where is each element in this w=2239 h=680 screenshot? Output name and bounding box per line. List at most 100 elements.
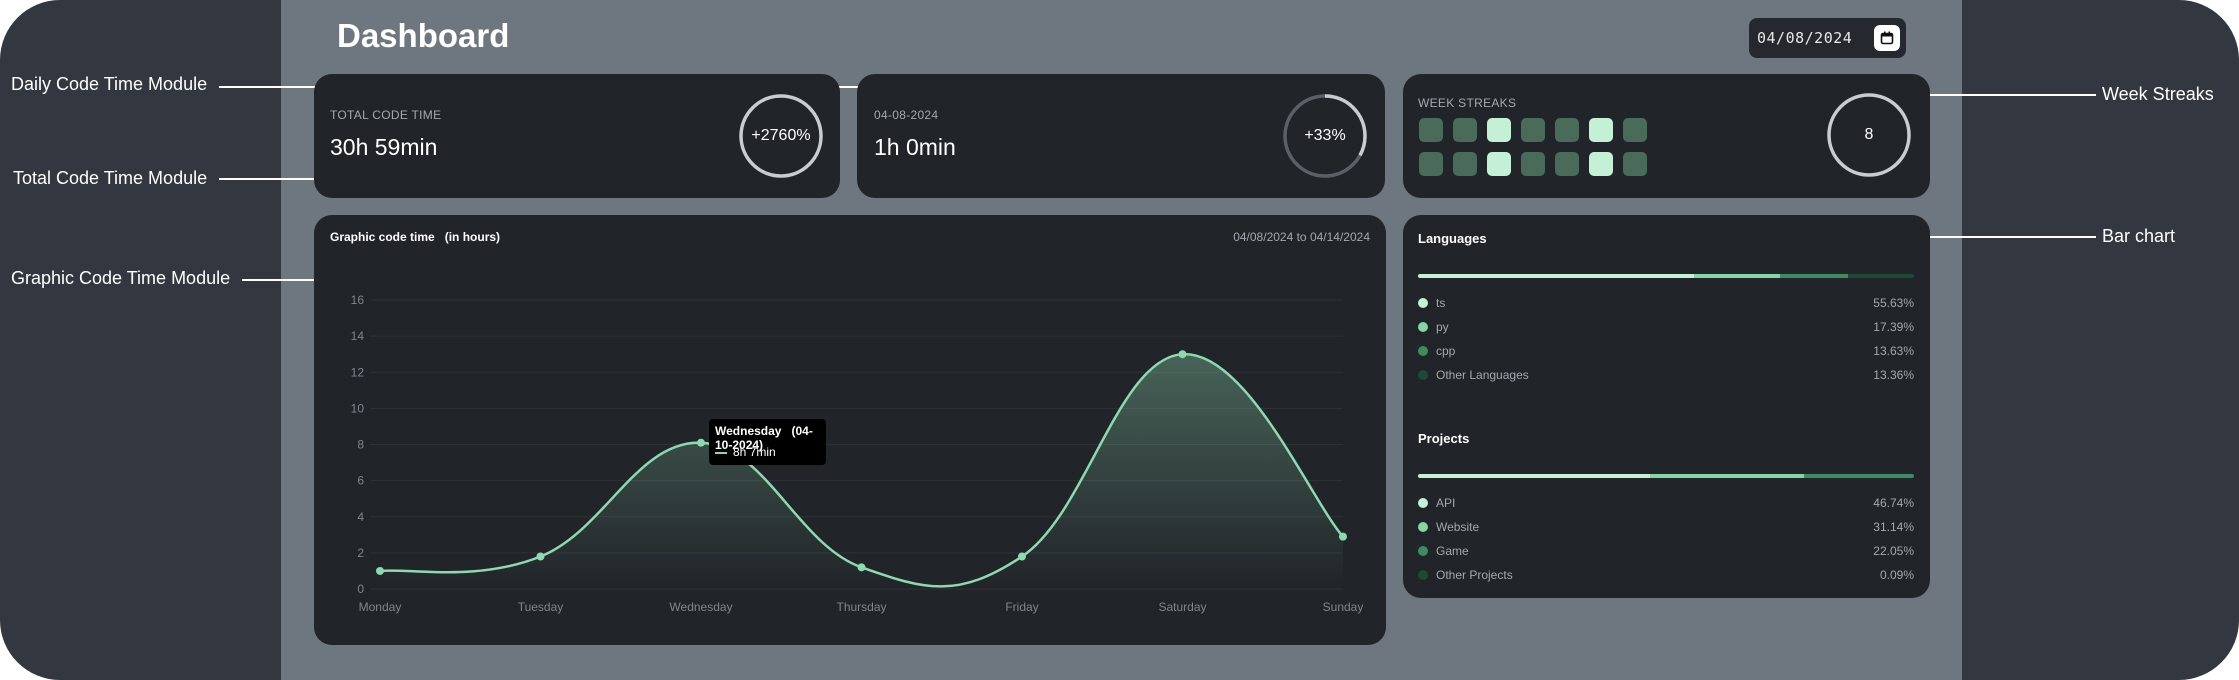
- language-legend-name: py: [1436, 320, 1449, 334]
- project-legend-name: Game: [1436, 544, 1469, 558]
- date-picker[interactable]: 04/08/2024: [1749, 18, 1906, 58]
- language-legend-percent: 13.36%: [1873, 368, 1914, 382]
- language-bar-segment: [1847, 274, 1914, 278]
- language-bar-segment: [1780, 274, 1848, 278]
- annotation-bar: Bar chart: [2102, 226, 2176, 246]
- streak-count-ring: 8: [1826, 92, 1912, 178]
- x-tick-label: Tuesday: [518, 600, 564, 614]
- language-bar-segment: [1693, 274, 1781, 278]
- date-value[interactable]: 04/08/2024: [1757, 29, 1853, 47]
- project-legend-dot: [1418, 570, 1428, 580]
- streak-day-cell: [1623, 152, 1647, 176]
- chart-data-point[interactable]: [376, 566, 384, 575]
- x-tick-label: Thursday: [836, 600, 886, 614]
- project-legend-row: Website 31.14%: [1418, 519, 1914, 535]
- calendar-button[interactable]: [1874, 25, 1900, 51]
- y-tick-label: 14: [351, 329, 365, 343]
- project-legend-percent: 0.09%: [1879, 568, 1914, 582]
- languages-title: Languages: [1418, 231, 1487, 246]
- project-legend-row: Other Projects 0.09%: [1418, 567, 1914, 583]
- x-tick-label: Friday: [1005, 600, 1038, 614]
- language-legend-row: cpp 13.63%: [1418, 343, 1914, 359]
- x-tick-label: Wednesday: [669, 600, 732, 614]
- y-tick-label: 0: [357, 582, 364, 596]
- total-change-value: +2760%: [751, 127, 811, 144]
- streak-day-cell: [1487, 118, 1511, 142]
- project-legend-name: Website: [1436, 520, 1480, 534]
- annotation-line-week: [1912, 94, 2096, 96]
- projects-stacked-bar: [1418, 474, 1914, 478]
- chart-data-point[interactable]: [536, 552, 545, 561]
- streak-day-cell: [1555, 118, 1579, 142]
- chart-tooltip: Wednesday (04-10-2024) 8h 7min: [709, 419, 826, 465]
- streak-day-cell: [1623, 118, 1647, 142]
- tooltip-date: (04-10-2024): [715, 424, 813, 452]
- chart-data-point[interactable]: [1018, 552, 1026, 561]
- annotation-daily: Daily Code Time Module: [11, 74, 208, 94]
- projects-title: Projects: [1418, 431, 1470, 446]
- streak-day-cell: [1453, 118, 1477, 142]
- chart-title: Graphic code time (in hours): [330, 230, 500, 244]
- daily-change-value: +33%: [1304, 127, 1346, 144]
- chart-data-point[interactable]: [857, 563, 866, 572]
- chart-title-text: Graphic code time: [330, 230, 435, 244]
- project-legend-name: API: [1436, 496, 1456, 510]
- streak-day-cell: [1453, 152, 1477, 176]
- chart-data-point[interactable]: [1339, 532, 1347, 541]
- daily-code-time-card: 04-08-2024 1h 0min +33%: [857, 74, 1385, 198]
- tooltip-heading: Wednesday (04-10-2024): [715, 424, 826, 452]
- chart-data-point[interactable]: [697, 438, 705, 447]
- streak-day-cell: [1487, 152, 1511, 176]
- annotation-line-total: [219, 178, 331, 180]
- total-code-time-value: 30h 59min: [330, 134, 438, 160]
- project-bar-segment: [1804, 474, 1914, 478]
- annotation-week: Week Streaks: [2102, 84, 2214, 104]
- project-legend-row: API 46.74%: [1418, 495, 1914, 511]
- streak-day-cell: [1521, 118, 1545, 142]
- annotation-total: Total Code Time Module: [13, 168, 208, 188]
- project-legend-row: Game 22.05%: [1418, 543, 1914, 559]
- language-legend-percent: 13.63%: [1873, 344, 1914, 358]
- project-bar-segment: [1418, 474, 1650, 478]
- tooltip-day: Wednesday: [715, 424, 782, 438]
- project-legend-percent: 22.05%: [1873, 544, 1914, 558]
- page-title: Dashboard: [337, 17, 510, 54]
- language-legend-row: py 17.39%: [1418, 319, 1914, 335]
- languages-stacked-bar: [1418, 274, 1914, 278]
- annotation-graphic: Graphic Code Time Module: [11, 268, 231, 288]
- y-tick-label: 8: [357, 438, 364, 452]
- project-legend-dot: [1418, 546, 1428, 556]
- annotation-line-graphic: [242, 279, 328, 281]
- y-tick-label: 16: [351, 293, 365, 307]
- total-code-time-card: TOTAL CODE TIME 30h 59min +2760%: [314, 74, 840, 198]
- project-legend-name: Other Projects: [1436, 568, 1513, 582]
- project-legend-percent: 31.14%: [1873, 520, 1914, 534]
- streak-day-cell: [1589, 118, 1613, 142]
- project-legend-percent: 46.74%: [1873, 496, 1914, 510]
- annotation-line-bar: [1912, 236, 2096, 238]
- chart-title-unit: (in hours): [444, 230, 501, 244]
- language-legend-dot: [1418, 346, 1428, 356]
- project-legend-dot: [1418, 522, 1428, 532]
- total-code-time-label: TOTAL CODE TIME: [330, 108, 442, 122]
- tooltip-series-swatch: [715, 452, 727, 454]
- language-legend-row: ts 55.63%: [1418, 295, 1914, 311]
- project-legend-dot: [1418, 498, 1428, 508]
- x-tick-label: Monday: [359, 600, 402, 614]
- daily-change-ring: +33%: [1282, 93, 1368, 179]
- language-legend-dot: [1418, 370, 1428, 380]
- total-change-ring: +2760%: [738, 93, 824, 179]
- week-streaks-card: WEEK STREAKS 8: [1403, 74, 1930, 198]
- y-tick-label: 4: [357, 510, 364, 524]
- y-tick-label: 2: [357, 546, 364, 560]
- streak-day-cell: [1419, 118, 1443, 142]
- week-streaks-label: WEEK STREAKS: [1418, 96, 1517, 110]
- language-legend-percent: 17.39%: [1873, 320, 1914, 334]
- x-tick-label: Saturday: [1158, 600, 1206, 614]
- project-bar-segment: [1649, 474, 1805, 478]
- language-legend-row: Other Languages 13.36%: [1418, 367, 1914, 383]
- language-bar-segment: [1418, 274, 1694, 278]
- chart-data-point[interactable]: [1178, 350, 1187, 359]
